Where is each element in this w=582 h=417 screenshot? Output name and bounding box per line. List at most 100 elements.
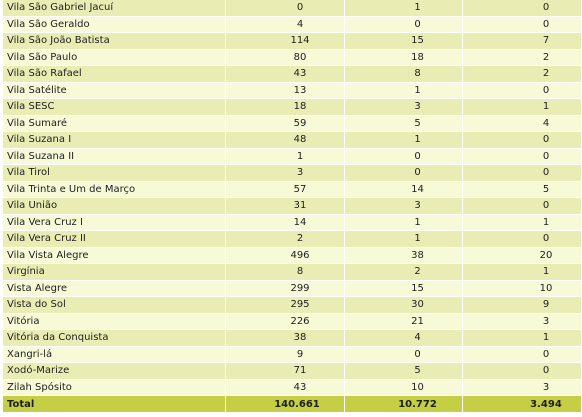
value2-cell: 5: [345, 363, 463, 379]
value2-cell: 5: [345, 115, 463, 131]
value3-cell: 0: [542, 2, 550, 13]
table-row: Vila São Geraldo 4 0 0: [3, 16, 581, 33]
value1-cell: 43: [226, 66, 345, 82]
value1-cell: 299: [226, 280, 345, 296]
total-value3: 3.494: [530, 399, 562, 410]
value1-cell: 2: [226, 231, 345, 247]
value3-cell: 0: [542, 134, 550, 145]
value2-cell: 15: [345, 280, 463, 296]
total-label: Total: [3, 396, 226, 412]
value1-cell: 80: [226, 49, 345, 65]
value1-cell: 8: [226, 264, 345, 280]
value2-cell: 1: [345, 0, 463, 16]
value2-cell: 1: [345, 231, 463, 247]
value1-cell: 57: [226, 181, 345, 197]
value2-cell: 21: [345, 313, 463, 329]
table-row: Vila Vera Cruz II 2 1 0: [3, 231, 581, 248]
value3-cell: 0: [542, 365, 550, 376]
value1-cell: 43: [226, 379, 345, 395]
value1-cell: 295: [226, 297, 345, 313]
value2-cell: 1: [345, 132, 463, 148]
value3-cell: 5: [542, 183, 550, 195]
neighborhood-cell: Virgínia: [3, 264, 226, 280]
neighborhood-cell: Vista Alegre: [3, 280, 226, 296]
value1-cell: 9: [226, 346, 345, 362]
value3-cell: 1: [542, 266, 550, 277]
value2-cell: 1: [345, 82, 463, 98]
neighborhood-cell: Vila Sumaré: [3, 115, 226, 131]
value3-cell: 0: [542, 233, 550, 244]
value2-cell: 0: [345, 148, 463, 164]
table-row: Vila Satélite 13 1 0: [3, 82, 581, 99]
value2-cell: 10: [345, 379, 463, 395]
value2-cell: 0: [345, 346, 463, 362]
value3-cell: 1: [542, 332, 550, 343]
value3-cell: 2: [542, 68, 550, 79]
table-row: Vista Alegre 299 15 10: [3, 280, 581, 297]
table-row: Vila Vista Alegre 496 38 20: [3, 247, 581, 264]
value2-cell: 4: [345, 330, 463, 346]
value3-cell: 0: [542, 348, 550, 360]
value1-cell: 226: [226, 313, 345, 329]
value2-cell: 0: [345, 16, 463, 32]
neighborhood-cell: Vila Vera Cruz I: [3, 214, 226, 230]
value1-cell: 0: [226, 0, 345, 16]
neighborhood-cell: Vila São João Batista: [3, 33, 226, 49]
neighborhood-cell: Vila São Gabriel Jacuí: [3, 0, 226, 16]
value3-cell: 7: [542, 35, 550, 46]
neighborhood-cell: Vila Satélite: [3, 82, 226, 98]
neighborhood-cell: Vila São Paulo: [3, 49, 226, 65]
neighborhood-cell: Vila Suzana I: [3, 132, 226, 148]
neighborhood-cell: Vila Trinta e Um de Março: [3, 181, 226, 197]
value2-cell: 38: [345, 247, 463, 263]
table-row: Vila São Gabriel Jacuí 0 1 0: [3, 0, 581, 17]
value2-cell: 30: [345, 297, 463, 313]
table-row: Vila Tirol 3 0 0: [3, 165, 581, 182]
value1-cell: 13: [226, 82, 345, 98]
table-row: Vila Suzana I 48 1 0: [3, 132, 581, 149]
value3-cell: 3: [542, 381, 550, 393]
table-row: Xodó-Marize 71 5 0: [3, 363, 581, 380]
value1-cell: 38: [226, 330, 345, 346]
table-row: Virgínia 8 2 1: [3, 264, 581, 281]
value2-cell: 18: [345, 49, 463, 65]
value2-cell: 0: [345, 165, 463, 181]
value1-cell: 71: [226, 363, 345, 379]
value1-cell: 59: [226, 115, 345, 131]
value3-cell: 1: [542, 101, 550, 112]
value1-cell: 31: [226, 198, 345, 214]
table-row: Vila Trinta e Um de Março 57 14 5: [3, 181, 581, 198]
total-value1: 140.661: [226, 396, 345, 412]
table-row: Zilah Spósito 43 10 3: [3, 379, 581, 396]
neighborhood-cell: Vila Suzana II: [3, 148, 226, 164]
neighborhood-cell: Zilah Spósito: [3, 379, 226, 395]
neighborhood-cell: Vitória da Conquista: [3, 330, 226, 346]
value2-cell: 15: [345, 33, 463, 49]
value2-cell: 2: [345, 264, 463, 280]
neighborhood-cell: Vila Tirol: [3, 165, 226, 181]
value1-cell: 496: [226, 247, 345, 263]
table-row: Vila São João Batista 114 15 7: [3, 33, 581, 50]
value3-cell: 0: [542, 84, 550, 96]
neighborhood-cell: Xangri-lá: [3, 346, 226, 362]
value3-cell: 10: [539, 282, 553, 294]
table-row: Vila São Paulo 80 18 2: [3, 49, 581, 66]
value1-cell: 114: [226, 33, 345, 49]
value3-cell: 9: [542, 299, 550, 310]
table-row: Vila Vera Cruz I 14 1 1: [3, 214, 581, 231]
neighborhood-cell: Vila Vera Cruz II: [3, 231, 226, 247]
table-row: Vila União 31 3 0: [3, 198, 581, 215]
value1-cell: 48: [226, 132, 345, 148]
table-row: Vila SESC 18 3 1: [3, 99, 581, 116]
total-value2: 10.772: [345, 396, 463, 412]
table-row: Xangri-lá 9 0 0: [3, 346, 581, 363]
value3-cell: 2: [542, 51, 550, 63]
neighborhood-cell: Vila União: [3, 198, 226, 214]
value2-cell: 1: [345, 214, 463, 230]
value1-cell: 14: [226, 214, 345, 230]
value3-cell: 4: [542, 117, 550, 129]
neighborhood-cell: Vista do Sol: [3, 297, 226, 313]
neighborhood-cell: Vitória: [3, 313, 226, 329]
neighborhood-cell: Vila Vista Alegre: [3, 247, 226, 263]
